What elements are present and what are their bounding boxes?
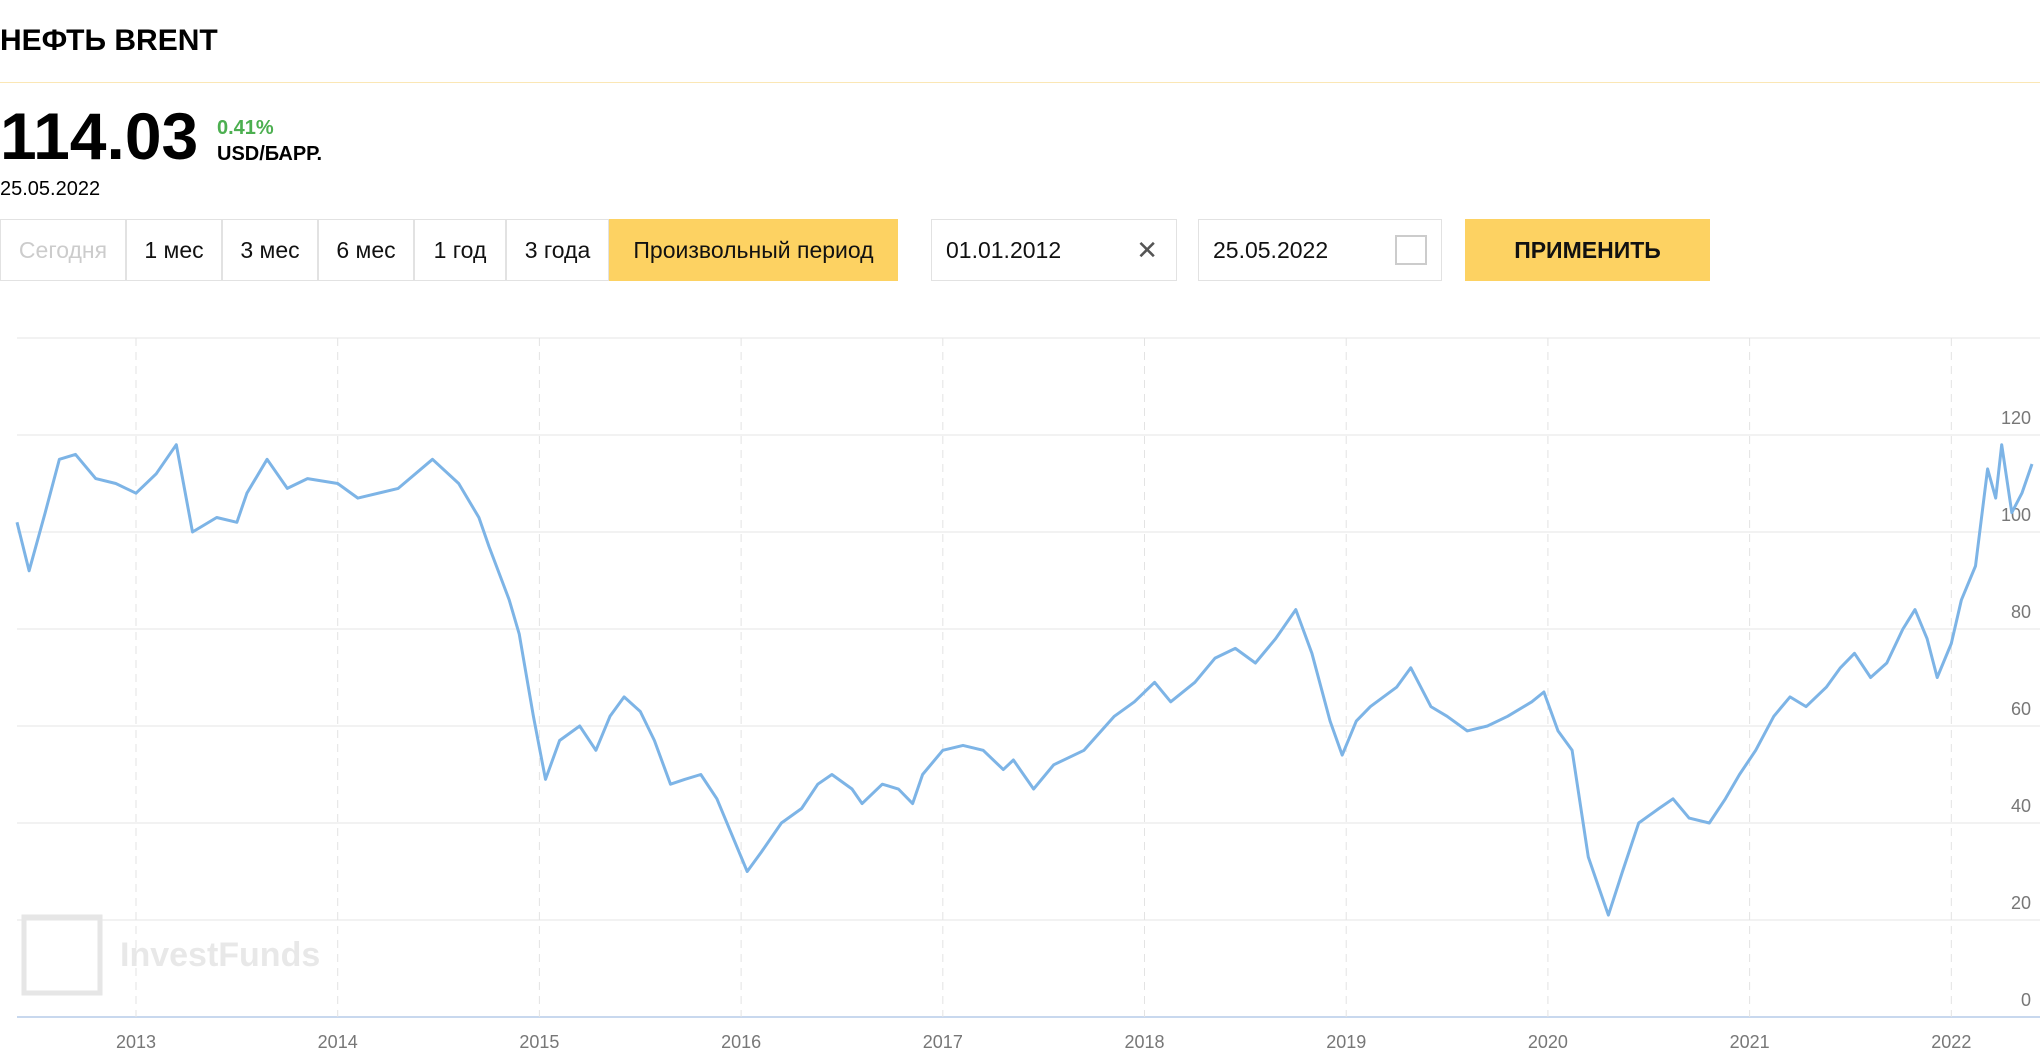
y-tick-label: 80 <box>2011 602 2031 622</box>
separator <box>0 82 2040 83</box>
x-tick-label: 2015 <box>519 1032 559 1052</box>
x-tick-label: 2021 <box>1730 1032 1770 1052</box>
change: 0.41% <box>217 117 274 139</box>
period-button[interactable]: 1 год <box>414 219 506 281</box>
x-tick-label: 2017 <box>923 1032 963 1052</box>
period-button[interactable]: 3 года <box>506 219 609 281</box>
y-tick-label: 20 <box>2011 893 2031 913</box>
date-to[interactable]: 25.05.2022 <box>1198 219 1442 281</box>
period-button[interactable]: 3 мес <box>222 219 318 281</box>
x-tick-label: 2019 <box>1326 1032 1366 1052</box>
watermark-logo <box>21 914 103 996</box>
x-tick-label: 2014 <box>318 1032 358 1052</box>
y-tick-label: 0 <box>2021 990 2031 1010</box>
x-tick-label: 2018 <box>1124 1032 1164 1052</box>
watermark: InvestFunds <box>120 936 320 974</box>
period-button[interactable]: 6 мес <box>318 219 414 281</box>
title: НЕФТЬ BRENT <box>0 24 218 57</box>
x-tick-label: 2022 <box>1931 1032 1971 1052</box>
apply-button[interactable]: ПРИМЕНИТЬ <box>1465 219 1710 281</box>
price-line <box>15 443 2034 917</box>
x-tick-label: 2020 <box>1528 1032 1568 1052</box>
unit: USD/БАРР. <box>217 143 323 165</box>
period-button[interactable]: Сегодня <box>0 219 126 281</box>
y-tick-label: 60 <box>2011 699 2031 719</box>
calendar-icon[interactable] <box>1395 235 1427 265</box>
y-tick-label: 40 <box>2011 796 2031 816</box>
x-tick-label: 2016 <box>721 1032 761 1052</box>
date-to-text: 25.05.2022 <box>1213 236 1329 263</box>
date-from[interactable]: 01.01.2012 ✕ <box>931 219 1177 281</box>
clear-icon[interactable]: ✕ <box>1136 234 1158 265</box>
y-tick-label: 100 <box>2001 505 2031 525</box>
date: 25.05.2022 <box>0 178 101 200</box>
period-button[interactable]: 1 мес <box>126 219 222 281</box>
y-tick-label: 120 <box>2001 408 2031 428</box>
date-from-text: 01.01.2012 <box>946 236 1062 263</box>
period-button[interactable]: Произвольный период <box>609 219 898 281</box>
price: 114.03 <box>0 99 199 173</box>
x-tick-label: 2013 <box>116 1032 156 1052</box>
